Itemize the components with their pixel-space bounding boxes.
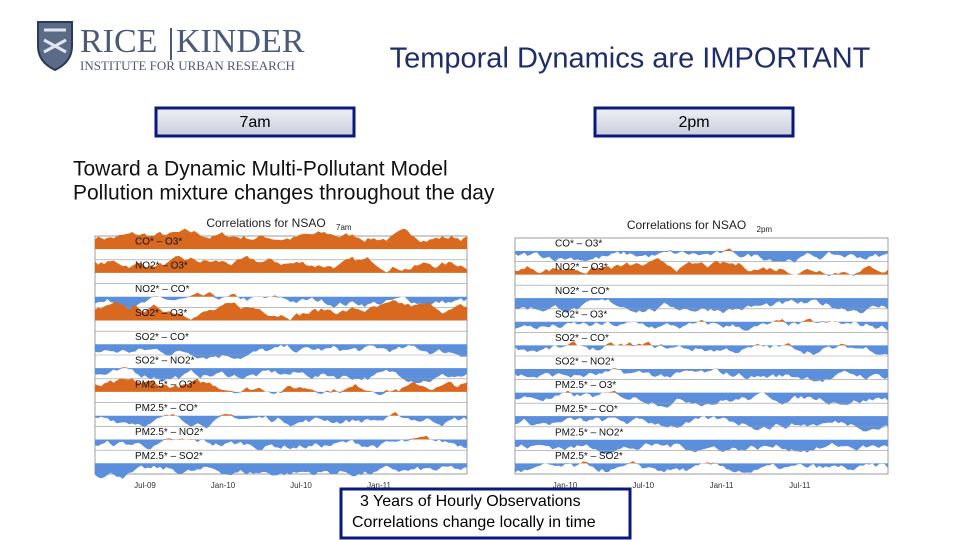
logo-main: RICE [80,23,157,60]
chart-title: Correlations for NSAO [206,216,325,230]
panel-area-negative [95,415,467,429]
panel-area-negative [95,368,467,384]
panel-label: SO2* – O3* [135,308,187,319]
x-tick-label: Jul-11 [789,481,811,490]
x-tick-label: Jan-11 [367,481,391,490]
panel-area-positive [515,341,888,346]
panel-label: SO2* – CO* [135,332,189,343]
panel-area-negative [515,416,888,432]
x-tick-label: Jan-10 [553,481,578,490]
panel-area-positive [95,255,467,273]
panel-area-positive [515,318,888,322]
time-label: 7am [239,114,270,131]
panel-area-negative [95,296,467,311]
panel-area-negative [515,392,888,408]
x-tick-label: Jan-10 [211,481,236,490]
note-line: Correlations change locally in time [352,514,596,531]
chart-title: Correlations for NSAO [627,218,746,232]
panel-area-positive [95,228,467,250]
x-tick-label: Jul-10 [290,481,312,490]
subtitle-line: Pollution mixture changes throughout the… [73,182,495,205]
panel-area-negative [515,274,888,277]
panel-label: NO2* – CO* [555,286,610,297]
panel-label: PM2.5* – NO2* [135,427,203,438]
panel-label: CO* – O3* [555,239,602,250]
logo-shield-mark [43,28,67,54]
panel-label: PM2.5* – CO* [555,404,618,415]
x-tick-label: Jul-10 [632,481,654,490]
panel-area-positive [95,378,467,392]
panel-label: PM2.5* – SO2* [135,451,203,462]
panel-area-negative [515,463,888,473]
x-tick-label: Jan-11 [710,481,734,490]
panel-area-negative [515,439,888,455]
panel-area-negative [95,391,467,396]
panel-area-negative [95,439,467,451]
charts: Correlations for NSAO 7am CO* – O3* NO2* – … [94,216,889,490]
panel-label: NO2* – O3* [135,260,188,271]
panel-label: SO2* – NO2* [135,356,195,367]
panel-label: PM2.5* – NO2* [555,427,623,438]
panel-area-positive [95,300,467,321]
chart-title-sub: 2pm [757,225,773,234]
panel-area-positive [95,412,467,416]
panel-area-negative [515,345,888,356]
panel-area-positive [515,258,888,275]
note-box [339,487,632,540]
panel-label: SO2* – CO* [555,333,609,344]
panel-area-negative [515,368,888,383]
logo-sub: INSTITUTE FOR URBAN RESEARCH [80,58,295,73]
chart-title-sub: 7am [336,223,352,232]
label-box [593,106,795,138]
panel-area-negative [515,321,888,331]
panel-label: SO2* – NO2* [555,357,615,368]
panel-label: NO2* – CO* [135,284,190,295]
subtitle-line: Toward a Dynamic Multi-Pollutant Model [73,158,448,181]
panel-label: PM2.5* – O3* [135,379,196,390]
label-box [154,106,356,138]
panel-label: CO* – O3* [135,237,182,248]
panel-label: PM2.5* – SO2* [555,451,623,462]
logo-main: KINDER [176,23,305,60]
time-label: 2pm [678,114,709,131]
panel-area-negative [515,250,888,263]
panel-label: NO2* – O3* [555,262,608,273]
panel-label: SO2* – O3* [555,309,607,320]
panel-label: PM2.5* – CO* [135,403,198,414]
x-tick-label: Jul-09 [134,481,156,490]
panel-area-negative [95,463,467,479]
slide-title: Temporal Dynamics are IMPORTANT [390,43,871,75]
panel-area-negative [515,298,888,314]
panel-area-negative [95,344,467,360]
note-line: 3 Years of Hourly Observations [360,493,581,510]
panel-label: PM2.5* – O3* [555,380,616,391]
